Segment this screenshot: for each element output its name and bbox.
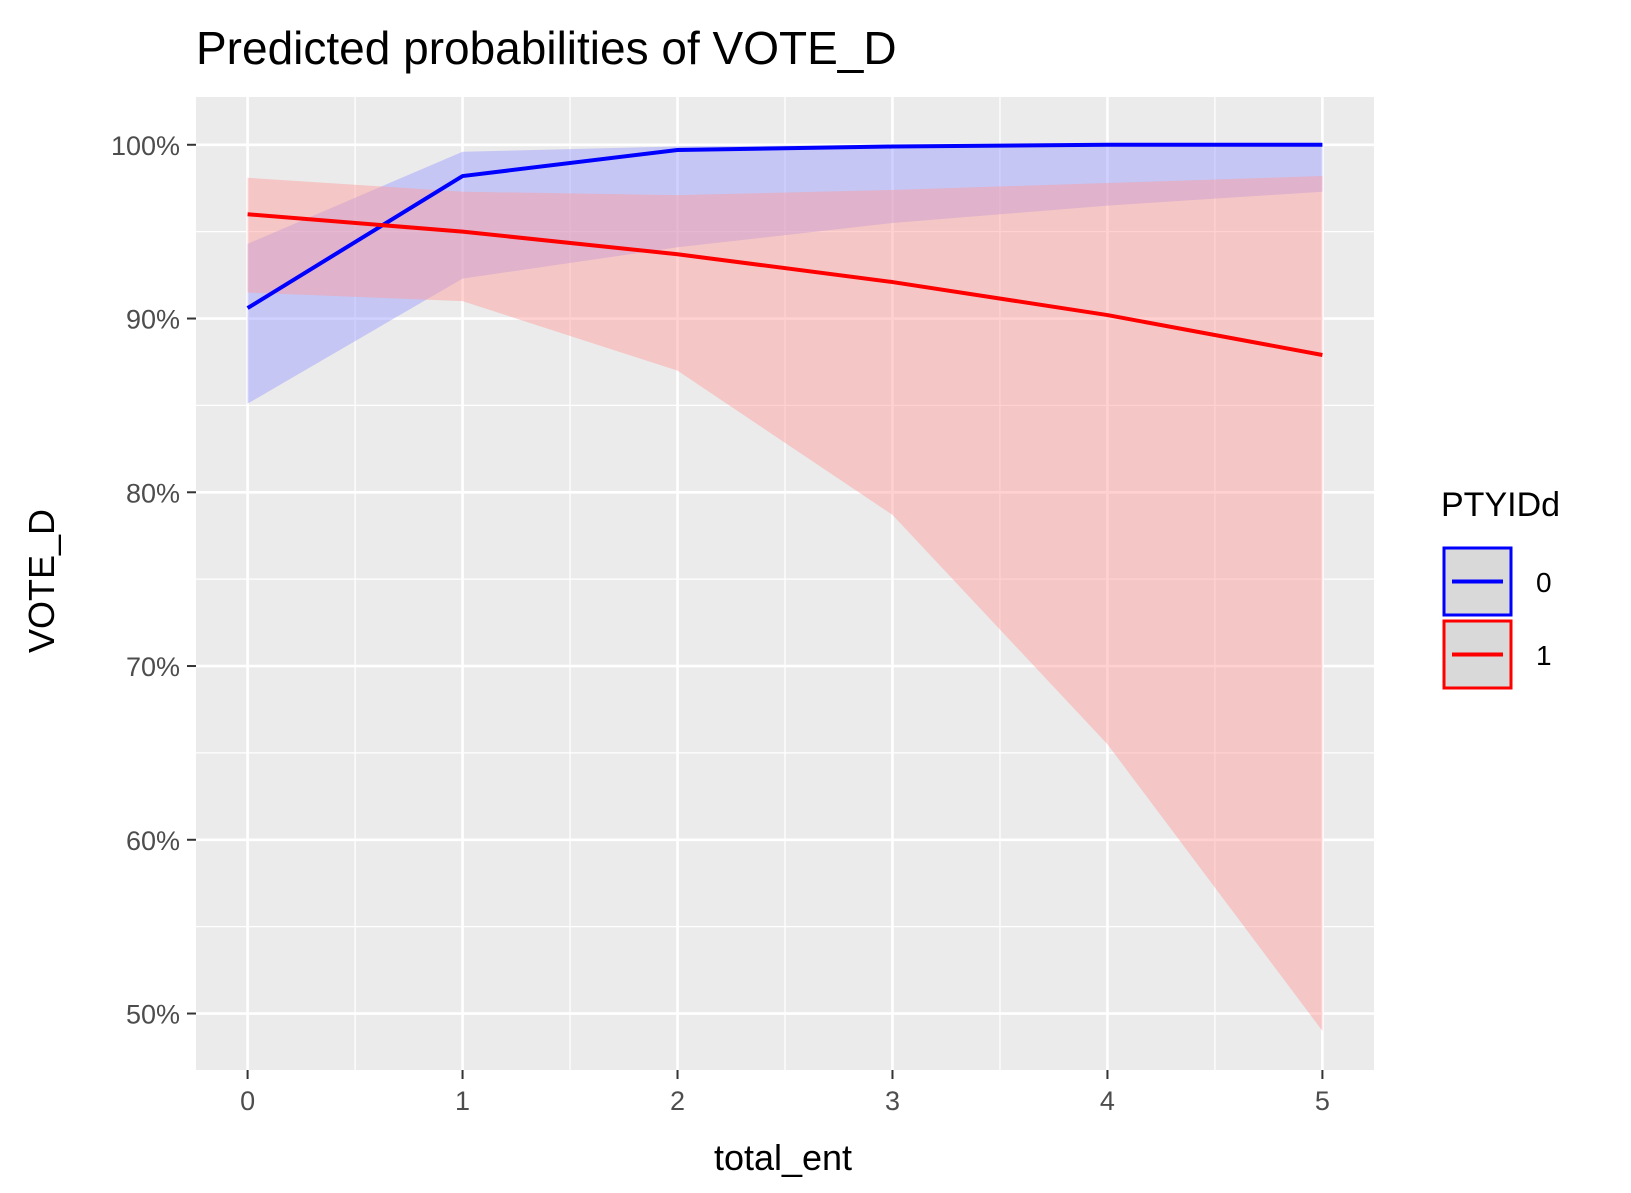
y-axis-title: VOTE_D [21, 509, 62, 653]
x-axis-title: total_ent [714, 1137, 852, 1178]
y-tick-label: 70% [126, 652, 180, 682]
grid-lines [196, 97, 1374, 1070]
x-tick-label: 1 [455, 1086, 470, 1116]
y-tick-label: 50% [126, 1000, 180, 1030]
chart-title: Predicted probabilities of VOTE_D [196, 22, 897, 74]
legend-title: PTYIDd [1441, 486, 1560, 524]
line-series-1 [247, 212, 1323, 357]
legend-label-0: 0 [1536, 567, 1552, 598]
line-series-0 [246, 142, 1323, 310]
x-tick-label: 0 [240, 1086, 255, 1116]
legend-label-1: 1 [1536, 640, 1552, 671]
ribbon-series-1 [247, 176, 1323, 1031]
confidence-ribbons [247, 144, 1323, 1031]
x-tick-label: 4 [1100, 1086, 1115, 1116]
y-tick-label: 60% [126, 826, 180, 856]
y-tick-label: 90% [126, 305, 180, 335]
axis-ticks: 0 1 2 3 4 5 50% 60% 70% 80% 90% 100% [111, 131, 1330, 1116]
y-tick-label: 80% [126, 478, 180, 508]
x-tick-label: 3 [885, 1086, 900, 1116]
series-lines [246, 142, 1323, 357]
x-tick-label: 2 [670, 1086, 685, 1116]
x-tick-label: 5 [1315, 1086, 1330, 1116]
y-tick-label: 100% [111, 131, 180, 161]
ribbon-series-0 [247, 144, 1323, 404]
legend: PTYIDd 0 1 [1441, 486, 1560, 690]
